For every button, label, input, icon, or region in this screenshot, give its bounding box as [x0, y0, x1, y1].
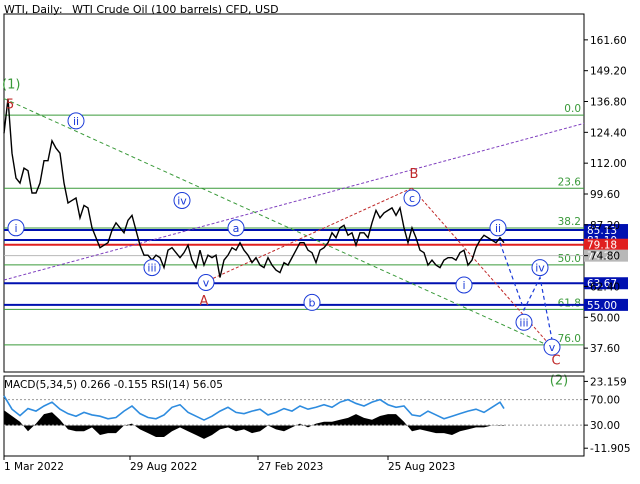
wave-label: iv — [177, 194, 187, 207]
price-line — [3, 98, 505, 278]
wave-label: v — [549, 341, 556, 354]
price-axis-label: 74.80 — [590, 251, 620, 263]
price-level-tag-label: 55.00 — [587, 300, 617, 312]
fib-level-label: 50.0 — [558, 253, 581, 265]
indicator-axis-label: 70.00 — [590, 395, 620, 407]
price-level-tag — [584, 298, 628, 311]
wave-label: B — [410, 167, 419, 182]
indicator-header: MACD(5,34,5) 0.266 -0.155 RSI(14) 56.05 — [4, 379, 223, 391]
x-axis-label: 1 Mar 2022 — [4, 461, 64, 473]
price-axis-label: 99.60 — [590, 189, 620, 201]
fib-level-label: 61.8 — [558, 297, 581, 309]
axes: 161.60 149.20 136.80 124.40 112.00 99.60 87.20… — [3, 35, 631, 473]
fibonacci-levels: 0.0 23.6 38.2 50.0 61.8 76.0 — [4, 103, 584, 346]
price-level-tag — [584, 277, 628, 290]
wave-label: A — [200, 294, 209, 309]
price-level-tag — [584, 224, 628, 237]
price-axis-label: 62.40 — [590, 281, 620, 293]
fib-level-label: 23.6 — [558, 176, 582, 188]
wave-label: (2) — [550, 373, 568, 388]
wave-label: C — [551, 354, 560, 369]
price-axis-label: 124.40 — [590, 127, 627, 139]
wave-label-circle — [489, 219, 507, 237]
wave-label-circle — [173, 191, 191, 209]
wave-label: i — [462, 279, 465, 292]
wave-label: i — [14, 222, 17, 235]
price-level-tag-label: 74.24 — [587, 251, 617, 263]
wave-label: ii — [495, 222, 501, 235]
wave-label: b — [309, 296, 316, 309]
wave-label-circle — [543, 338, 561, 356]
instrument-description: WTI Crude Oil (100 barrels) CFD, USD — [72, 3, 279, 16]
rsi-line — [3, 395, 505, 421]
price-axis-label: 50.00 — [590, 312, 620, 324]
fib-level-label: 38.2 — [558, 216, 581, 228]
wave-b-line — [203, 187, 413, 283]
price-series — [3, 98, 505, 278]
wave-label-circle — [303, 293, 321, 311]
wave-label: a — [233, 222, 240, 235]
wave-label: (1) — [2, 78, 20, 93]
fib-level-label: 76.0 — [558, 333, 581, 345]
price-level-tag-label: 63.67 — [587, 278, 617, 290]
wave-label-circle — [531, 259, 549, 277]
price-axis-label: 149.20 — [590, 66, 627, 78]
fib-level-label: 0.0 — [564, 103, 581, 115]
wave-label-circle — [403, 189, 421, 207]
wave-label-circle — [67, 112, 85, 130]
wave-label-circle — [197, 274, 215, 291]
trend-line — [3, 98, 553, 348]
price-axis-label: 136.80 — [590, 97, 627, 109]
symbol-label: WTI, Daily: — [4, 3, 63, 16]
channel-line — [3, 122, 585, 281]
wave-label: 5 — [6, 98, 14, 113]
wave-label-circle — [143, 259, 161, 277]
forecast-path — [499, 242, 553, 340]
wave-label-circle — [515, 313, 533, 331]
indicator-axis-label: 23.159 — [590, 376, 627, 388]
wave-label: iii — [519, 316, 528, 329]
price-axis-label: 112.00 — [590, 158, 627, 170]
price-axis-label: 37.60 — [590, 343, 620, 355]
wave-label: c — [409, 192, 415, 205]
indicator-axis-label: -11.905 — [590, 443, 631, 455]
price-pane-frame — [3, 13, 585, 373]
price-level-tag-label: 79.18 — [587, 240, 617, 252]
price-level-tag — [584, 238, 628, 251]
wave-label: iv — [535, 262, 545, 275]
x-axis-label: 27 Feb 2023 — [258, 461, 323, 473]
indicator-axis-label: 30.00 — [590, 420, 620, 432]
wave-label: v — [203, 277, 210, 290]
wave-label-circle — [455, 276, 473, 294]
price-level-tag — [584, 249, 628, 262]
chart-header: WTI, Daily: WTI Crude Oil (100 barrels) … — [4, 3, 279, 16]
indicator-pane — [3, 375, 585, 457]
x-axis-label: 25 Aug 2023 — [388, 461, 455, 473]
price-pane — [3, 13, 585, 373]
wave-label: iii — [147, 262, 156, 275]
x-axis-label: 29 Aug 2022 — [130, 461, 197, 473]
wave-label-circle — [227, 219, 245, 237]
price-axis-label: 161.60 — [590, 35, 627, 47]
wave-label: ii — [73, 115, 79, 128]
price-axis-label: 87.20 — [590, 220, 620, 232]
wave-label-circle — [7, 219, 25, 237]
macd-histogram — [4, 410, 504, 439]
